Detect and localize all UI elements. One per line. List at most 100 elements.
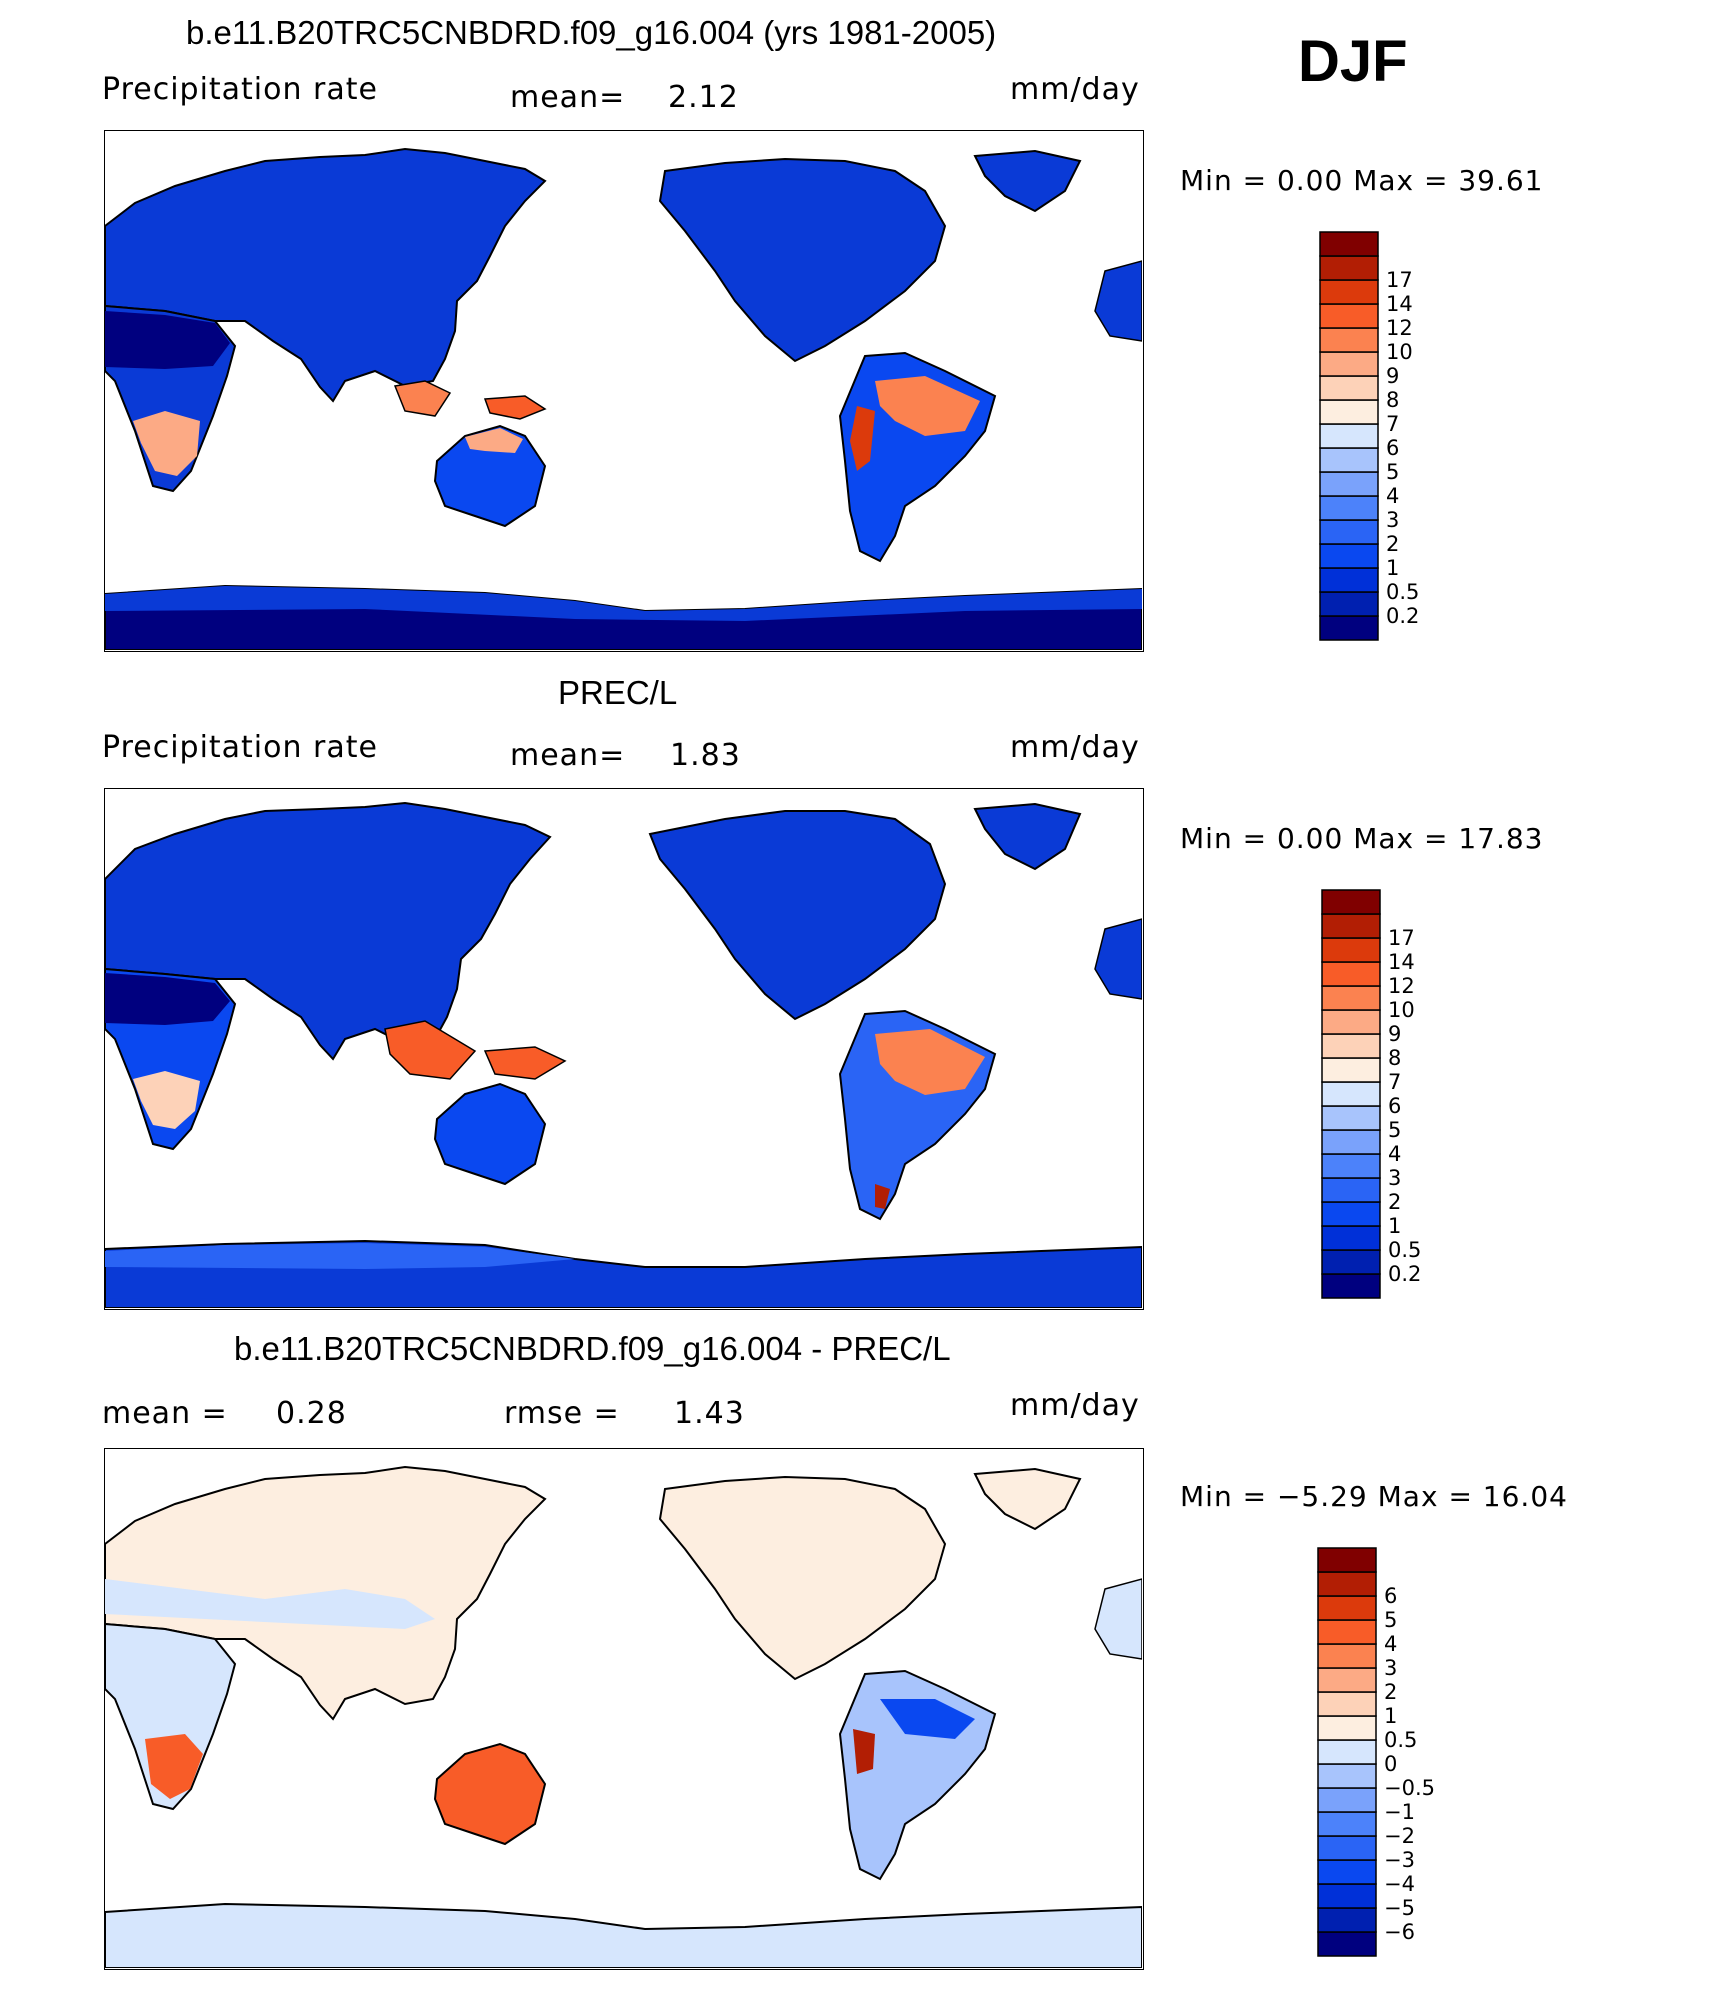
- panel-1-units: mm/day: [1010, 72, 1140, 107]
- panel-1-map-svg: [105, 147, 1142, 650]
- map1-sahara: [105, 311, 230, 369]
- colorbar-2-segment-5: [1321, 1153, 1381, 1179]
- colorbar-3-tick-11: 3: [1384, 1656, 1397, 1680]
- map2-namerica: [648, 810, 947, 1021]
- panel-3-mean-label: mean =: [102, 1396, 228, 1431]
- colorbar-3-tick-8: 0.5: [1384, 1728, 1417, 1752]
- map1-andes: [850, 406, 875, 471]
- panel-2-mean-value: 1.83: [670, 738, 741, 773]
- colorbar-2-tick-9: 8: [1388, 1046, 1401, 1070]
- map3-blue-band: [105, 1579, 435, 1629]
- colorbar-2-segment-4: [1321, 1177, 1381, 1203]
- colorbar-1-tick-3: 2: [1386, 532, 1399, 556]
- panel-1-variable-label: Precipitation rate: [102, 72, 378, 107]
- colorbar-2-segment-10: [1321, 1033, 1381, 1059]
- colorbar-1-tick-11: 10: [1386, 340, 1413, 364]
- map1-australia: [433, 424, 547, 528]
- colorbar-3-tick-10: 2: [1384, 1680, 1397, 1704]
- colorbar-3-segment-14: [1317, 1595, 1377, 1621]
- colorbar-1-tick-6: 5: [1386, 460, 1399, 484]
- colorbar-2-segment-6: [1321, 1129, 1381, 1155]
- map2-eurasia: [105, 801, 552, 1061]
- colorbar-3-tick-0: −6: [1384, 1920, 1415, 1944]
- colorbar-3-tick-1: −5: [1384, 1896, 1415, 1920]
- colorbar-1-segment-1: [1319, 591, 1379, 617]
- map1-namerica: [658, 157, 947, 363]
- colorbar-2-segment-1: [1321, 1249, 1381, 1275]
- colorbar-1-segment-0: [1319, 615, 1379, 641]
- colorbar-3-tick-6: −0.5: [1384, 1776, 1435, 1800]
- colorbar-2-tick-6: 5: [1388, 1118, 1401, 1142]
- colorbar-3-segment-3: [1317, 1859, 1377, 1885]
- map2-greenland: [973, 802, 1082, 871]
- colorbar-3-segment-11: [1317, 1667, 1377, 1693]
- colorbar-2-segment-13: [1321, 961, 1381, 987]
- map2-patagonia: [875, 1184, 890, 1209]
- colorbar-2-segment-14: [1321, 937, 1381, 963]
- colorbar-2-segment-12: [1321, 985, 1381, 1011]
- colorbar-1-tick-13: 14: [1386, 292, 1413, 316]
- colorbar-2-tick-0: 0.2: [1388, 1262, 1421, 1286]
- colorbar-2-tick-8: 7: [1388, 1070, 1401, 1094]
- colorbar-3-segment-2: [1317, 1883, 1377, 1909]
- colorbar-3-tick-4: −2: [1384, 1824, 1415, 1848]
- panel-3-units: mm/day: [1010, 1388, 1140, 1423]
- colorbar-1-tick-5: 4: [1386, 484, 1399, 508]
- colorbar-1-segment-9: [1319, 399, 1379, 425]
- colorbar-1-segment-16: [1319, 231, 1379, 257]
- map2-africa-wet: [133, 1071, 200, 1129]
- colorbar-2-tick-3: 2: [1388, 1190, 1401, 1214]
- map1-eurasia: [105, 147, 547, 403]
- colorbar-2-segment-7: [1321, 1105, 1381, 1131]
- map1-aus-north: [465, 428, 523, 453]
- colorbar-1-tick-10: 9: [1386, 364, 1399, 388]
- colorbar-3-segment-6: [1317, 1787, 1377, 1813]
- map1-amazon: [875, 376, 980, 436]
- panel-2-title: PREC/L: [558, 674, 678, 711]
- colorbar-3-tick-3: −3: [1384, 1848, 1415, 1872]
- panel-2-units: mm/day: [1010, 730, 1140, 765]
- map1-iberia-edge: [1094, 260, 1142, 342]
- colorbar-3-tick-14: 6: [1384, 1584, 1397, 1608]
- colorbar-2-segment-3: [1321, 1201, 1381, 1227]
- colorbar-1-segment-13: [1319, 303, 1379, 329]
- colorbar-2-tick-4: 3: [1388, 1166, 1401, 1190]
- colorbar-1-segment-6: [1319, 471, 1379, 497]
- panel-3-minmax: Min = −5.29 Max = 16.04: [1180, 1480, 1568, 1513]
- colorbar-2-segment-2: [1321, 1225, 1381, 1251]
- colorbar-1-tick-2: 1: [1386, 556, 1399, 580]
- map3-sam-red: [853, 1729, 875, 1774]
- panel-3-colorbar: −6 −5 −4 −3 −2 −1 −0.5 0 0.5 1 2 3 4 5 6: [1316, 1546, 1466, 1958]
- map1-africa-wet: [133, 411, 200, 476]
- colorbar-1-tick-1: 0.5: [1386, 580, 1419, 604]
- colorbar-1-tick-12: 12: [1386, 316, 1413, 340]
- colorbar-2-segment-11: [1321, 1009, 1381, 1035]
- colorbar-1-segment-4: [1319, 519, 1379, 545]
- colorbar-3-segment-5: [1317, 1811, 1377, 1837]
- colorbar-3-segment-8: [1317, 1739, 1377, 1765]
- colorbar-3-segment-1: [1317, 1907, 1377, 1933]
- colorbar-2-tick-11: 10: [1388, 998, 1415, 1022]
- map3-africa-red: [145, 1734, 203, 1799]
- map3-greenland: [973, 1467, 1082, 1531]
- colorbar-1-tick-0: 0.2: [1386, 604, 1419, 628]
- colorbar-1-segment-14: [1319, 279, 1379, 305]
- map2-newguinea: [483, 1046, 567, 1080]
- panel-2-map-svg: [105, 801, 1142, 1308]
- map2-sahara: [105, 973, 230, 1025]
- panel-2-mean-label: mean=: [510, 738, 626, 773]
- colorbar-3-tick-12: 4: [1384, 1632, 1397, 1656]
- colorbar-1-tick-7: 6: [1386, 436, 1399, 460]
- colorbar-3-segment-12: [1317, 1643, 1377, 1669]
- colorbar-3-segment-4: [1317, 1835, 1377, 1861]
- colorbar-3-segment-10: [1317, 1691, 1377, 1717]
- colorbar-2-tick-1: 0.5: [1388, 1238, 1421, 1262]
- panel-1-mean-label: mean=: [510, 80, 626, 115]
- colorbar-1-tick-9: 8: [1386, 388, 1399, 412]
- panel-1-title: b.e11.B20TRC5CNBDRD.f09_g16.004 (yrs 198…: [186, 14, 997, 51]
- panel-3-title: b.e11.B20TRC5CNBDRD.f09_g16.004 - PREC/L: [234, 1330, 951, 1367]
- colorbar-1-segment-12: [1319, 327, 1379, 353]
- colorbar-2-segment-8: [1321, 1081, 1381, 1107]
- panel-3-map: [104, 1448, 1144, 1970]
